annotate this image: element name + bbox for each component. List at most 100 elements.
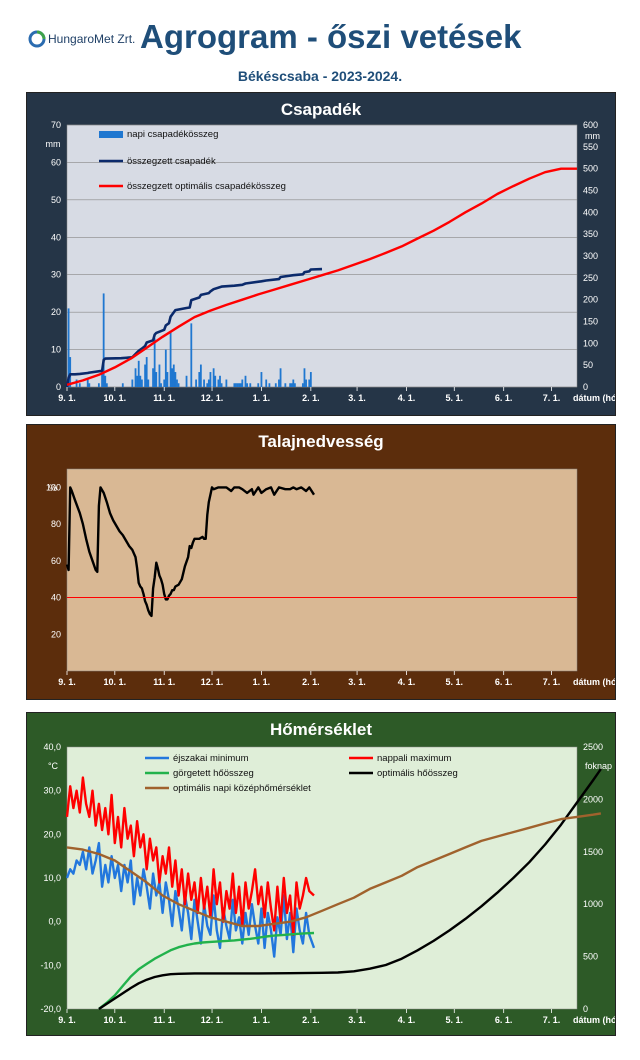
x-tick-label: 1. 1.	[253, 677, 271, 687]
precip-bar	[190, 323, 193, 387]
series-line-nappali-maximum	[65, 776, 315, 936]
precip-bar	[294, 383, 296, 387]
precip-bar	[136, 375, 139, 387]
y2-tick-label: 550	[583, 142, 598, 152]
precip-bar	[67, 308, 70, 387]
temperature-panel: Hőmérséklet 40,0 30,0 20,0 10,0 0,0 -10,0 -20,0…	[26, 712, 616, 1036]
page-header: HungaroMet Zrt. Agrogram - őszi vetések …	[0, 0, 640, 88]
hungaromet-logo-icon	[28, 30, 46, 48]
x-axis-label: dátum (hó.nap)	[573, 677, 615, 687]
x-tick-label: 11. 1.	[153, 393, 175, 403]
precip-bar	[220, 383, 223, 387]
y2-tick-label: 300	[583, 251, 598, 261]
legend-label: összegzett csapadék	[127, 156, 216, 167]
precip-bar	[246, 383, 248, 387]
y-axis-unit: %	[49, 483, 57, 493]
precip-bar	[97, 383, 100, 387]
precip-bar	[174, 372, 177, 387]
legend-label: éjszakai minimum	[173, 753, 249, 764]
y-axis-unit: mm	[46, 139, 61, 149]
legend-label: nappali maximum	[377, 753, 452, 764]
precip-bar	[121, 383, 124, 387]
y-tick-label: 30	[51, 270, 61, 280]
x-axis-label: dátum (hó.nap)	[573, 1015, 615, 1025]
y-tick-label: 0	[56, 382, 61, 392]
x-tick-label: 10. 1.	[104, 677, 127, 687]
y-tick-label: 10,0	[43, 873, 61, 883]
precip-bar	[238, 383, 241, 387]
page-subtitle: Békéscsaba - 2023-2024.	[237, 68, 403, 84]
y2-axis-unit: foknap	[585, 761, 612, 771]
precip-bar	[78, 383, 81, 387]
y2-tick-label: 100	[583, 338, 598, 348]
precip-bar	[163, 379, 166, 387]
y2-tick-label: 0	[583, 1004, 588, 1014]
x-tick-label: 1. 1.	[253, 1015, 271, 1025]
precip-bar	[284, 383, 287, 387]
precip-bar	[217, 379, 220, 387]
x-tick-label: 9. 1.	[58, 677, 76, 687]
precip-bar	[212, 368, 215, 387]
precip-bar	[279, 368, 282, 387]
y2-tick-label: 0	[583, 382, 588, 392]
precip-bar	[164, 349, 167, 387]
precip-bar	[235, 383, 237, 387]
precip-bar	[206, 383, 209, 387]
precip-bar	[172, 364, 175, 387]
x-tick-label: 2. 1.	[302, 677, 320, 687]
precip-bar	[308, 379, 311, 387]
x-tick-label: 9. 1.	[58, 393, 76, 403]
x-tick-label: 12. 1.	[201, 1015, 224, 1025]
precip-bar	[69, 357, 72, 387]
precip-bar	[104, 375, 107, 387]
precip-bar	[86, 379, 89, 387]
y2-tick-label: 600	[583, 120, 598, 130]
precip-bar	[309, 372, 312, 387]
precip-bar	[289, 383, 292, 387]
precip-bar	[303, 368, 306, 387]
precip-bar	[225, 379, 228, 387]
y2-tick-label: 250	[583, 273, 598, 283]
precip-bar	[244, 375, 247, 387]
x-tick-label: 6. 1.	[495, 1015, 513, 1025]
x-tick-label: 7. 1.	[543, 393, 561, 403]
x-tick-label: 7. 1.	[543, 677, 561, 687]
chart-title: Csapadék	[281, 100, 362, 119]
x-tick-label: 5. 1.	[446, 677, 464, 687]
precip-bar	[171, 368, 174, 387]
y-tick-label: -20,0	[40, 1004, 61, 1014]
precip-bar	[147, 379, 150, 387]
y2-axis-unit: mm	[585, 131, 600, 141]
precip-bar	[131, 379, 134, 387]
precip-bar	[239, 383, 242, 387]
precip-bar	[176, 379, 178, 387]
chart-title: Talajnedvesség	[258, 432, 383, 451]
y-tick-label: 40	[51, 593, 61, 603]
legend-label: görgetett hőösszeg	[173, 768, 254, 779]
x-tick-label: 12. 1.	[201, 677, 224, 687]
precip-bar	[241, 379, 244, 387]
y-tick-label: 70	[51, 120, 61, 130]
y2-tick-label: 2000	[583, 794, 603, 804]
legend-swatch	[99, 131, 123, 138]
y-tick-label: 40,0	[43, 742, 61, 752]
temperature-chart: Hőmérséklet 40,0 30,0 20,0 10,0 0,0 -10,0 -20,0…	[27, 713, 615, 1035]
y-axis-unit: °C	[48, 761, 59, 771]
precip-bar	[137, 360, 140, 387]
page-title: Agrogram - őszi vetések	[140, 18, 522, 55]
precip-bar	[158, 364, 161, 387]
precip-bar	[139, 375, 142, 387]
x-tick-label: 6. 1.	[495, 393, 513, 403]
x-tick-label: 4. 1.	[398, 677, 416, 687]
legend-label: napi csapadékösszeg	[127, 129, 218, 140]
y-tick-label: 0,0	[48, 917, 61, 927]
precip-bar	[102, 293, 105, 387]
y2-tick-label: 150	[583, 317, 598, 327]
y-tick-label: 80	[51, 519, 61, 529]
series-line-optimális-napi-középhőmérséklet	[66, 812, 602, 928]
y2-tick-label: 200	[583, 295, 598, 305]
precip-bar	[268, 383, 271, 387]
y2-tick-label: 500	[583, 952, 598, 962]
y-tick-label: 20,0	[43, 829, 61, 839]
x-tick-label: 2. 1.	[302, 393, 320, 403]
